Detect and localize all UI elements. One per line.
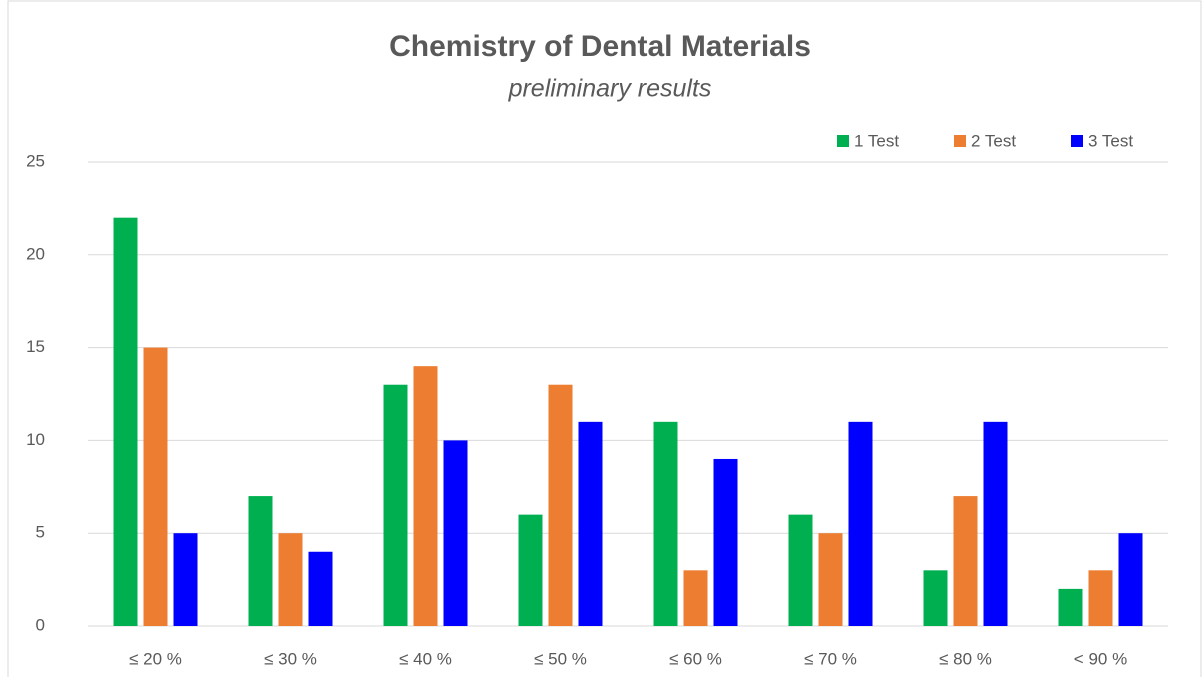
bar <box>713 458 738 626</box>
legend-swatch <box>954 135 966 147</box>
bar <box>1088 570 1113 626</box>
bar <box>953 496 978 626</box>
bar <box>443 440 468 626</box>
x-tick-label: < 90 % <box>1074 649 1127 668</box>
bar <box>1058 588 1083 626</box>
x-tick-label: ≤ 50 % <box>534 649 587 668</box>
bar <box>548 384 573 626</box>
x-tick-label: ≤ 20 % <box>129 649 182 668</box>
bar <box>383 384 408 626</box>
y-tick-label: 5 <box>36 523 45 542</box>
bar <box>413 366 438 626</box>
x-tick-label: ≤ 30 % <box>264 649 317 668</box>
bar <box>683 570 708 626</box>
bar <box>788 514 813 626</box>
legend-swatch <box>837 135 849 147</box>
bar <box>578 421 603 626</box>
chart-title: Chemistry of Dental Materials <box>389 30 811 63</box>
y-tick-label: 20 <box>26 244 45 263</box>
y-tick-label: 0 <box>36 615 45 634</box>
legend-swatch <box>1071 135 1083 147</box>
x-tick-label: ≤ 60 % <box>669 649 722 668</box>
legend-label: 1 Test <box>854 131 899 150</box>
bar <box>1118 533 1143 626</box>
chart-subtitle: preliminary results <box>508 75 712 103</box>
x-tick-label: ≤ 70 % <box>804 649 857 668</box>
bar <box>848 421 873 626</box>
y-tick-label: 10 <box>26 430 45 449</box>
bar <box>818 533 843 626</box>
bar <box>113 217 138 626</box>
bar <box>983 421 1008 626</box>
legend-label: 3 Test <box>1088 131 1133 150</box>
y-tick-label: 25 <box>26 151 45 170</box>
bar <box>653 421 678 626</box>
bar <box>518 514 543 626</box>
bar <box>278 533 303 626</box>
bar <box>173 533 198 626</box>
x-tick-label: ≤ 80 % <box>939 649 992 668</box>
bar <box>248 496 273 626</box>
bar <box>308 551 333 626</box>
x-tick-label: ≤ 40 % <box>399 649 452 668</box>
bar <box>923 570 948 626</box>
y-tick-label: 15 <box>26 337 45 356</box>
legend-label: 2 Test <box>971 131 1016 150</box>
bar <box>143 347 168 626</box>
